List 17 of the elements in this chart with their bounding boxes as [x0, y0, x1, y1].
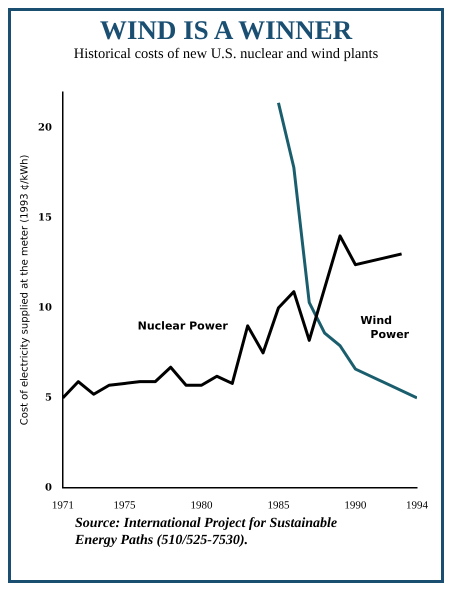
y-tick-label: 10 — [38, 302, 52, 314]
x-tick-label: 1985 — [267, 499, 290, 512]
x-tick-label: 1971 — [52, 499, 74, 512]
y-axis-title: Cost of electricity supplied at the meter (1993 ¢/kWh) — [20, 154, 31, 426]
x-tick-label: 1994 — [406, 499, 428, 512]
x-tick-label: 1990 — [344, 499, 367, 512]
x-tick-label: 1975 — [113, 499, 136, 512]
chart-subtitle: Historical costs of new U.S. nuclear and wind plants — [72, 45, 380, 63]
source-note: Source: International Project for Sustainable Energy Paths (510/525-7530). — [75, 515, 338, 549]
y-tick-label: 15 — [38, 212, 52, 224]
y-tick-label: 20 — [38, 122, 52, 134]
y-tick-label: 0 — [44, 482, 52, 494]
series-label: Nuclear Power — [138, 319, 228, 332]
chart-title: WIND IS A WINNER — [98, 15, 354, 45]
series-label: Wind Power — [360, 314, 410, 342]
x-tick-label: 1980 — [190, 499, 213, 512]
y-tick-label: 5 — [44, 392, 52, 404]
